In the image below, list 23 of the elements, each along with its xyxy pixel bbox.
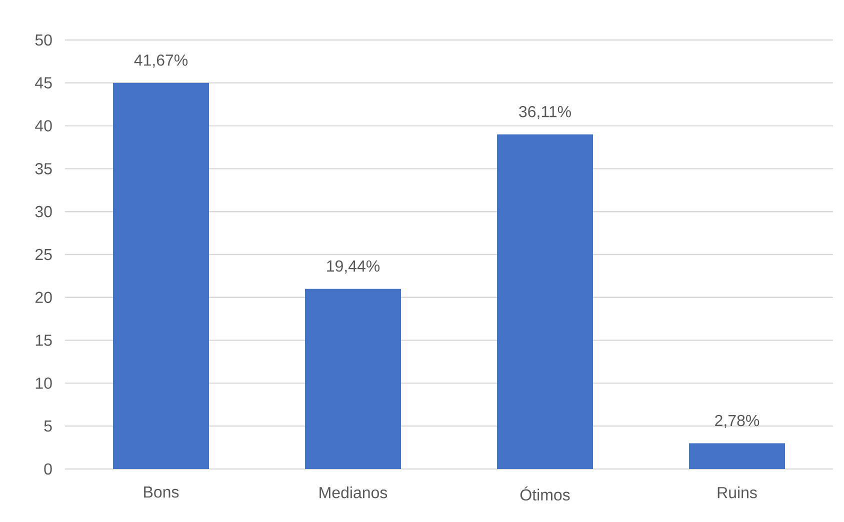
y-tick-label: 25 [35,248,52,260]
y-tick-label: 30 [35,206,52,218]
y-tick-label: 35 [35,163,52,174]
y-tick-label: 50 [35,34,52,46]
y-tick-label: 15 [36,334,52,346]
x-tick-label: Bons [144,486,179,498]
y-tick-label: 20 [35,292,52,304]
bar [497,134,594,469]
y-tick-label: 10 [36,378,52,389]
y-tick-label: 5 [44,420,52,432]
y-tick-label: 0 [44,463,52,475]
y-tick-label: 45 [35,77,52,88]
x-tick-label: Ótimos [520,486,570,501]
annotation: 36,11% [519,106,571,120]
annotation: 41,67% [134,54,188,68]
annotation: 19,44% [327,260,380,274]
bar [689,443,786,469]
y-tick-label: 40 [35,120,52,132]
bar [113,82,209,469]
annotation: 2,78% [715,414,760,428]
bar [305,288,401,469]
x-tick-label: Ruins [718,486,757,498]
x-tick-label: Medianos [320,486,388,498]
